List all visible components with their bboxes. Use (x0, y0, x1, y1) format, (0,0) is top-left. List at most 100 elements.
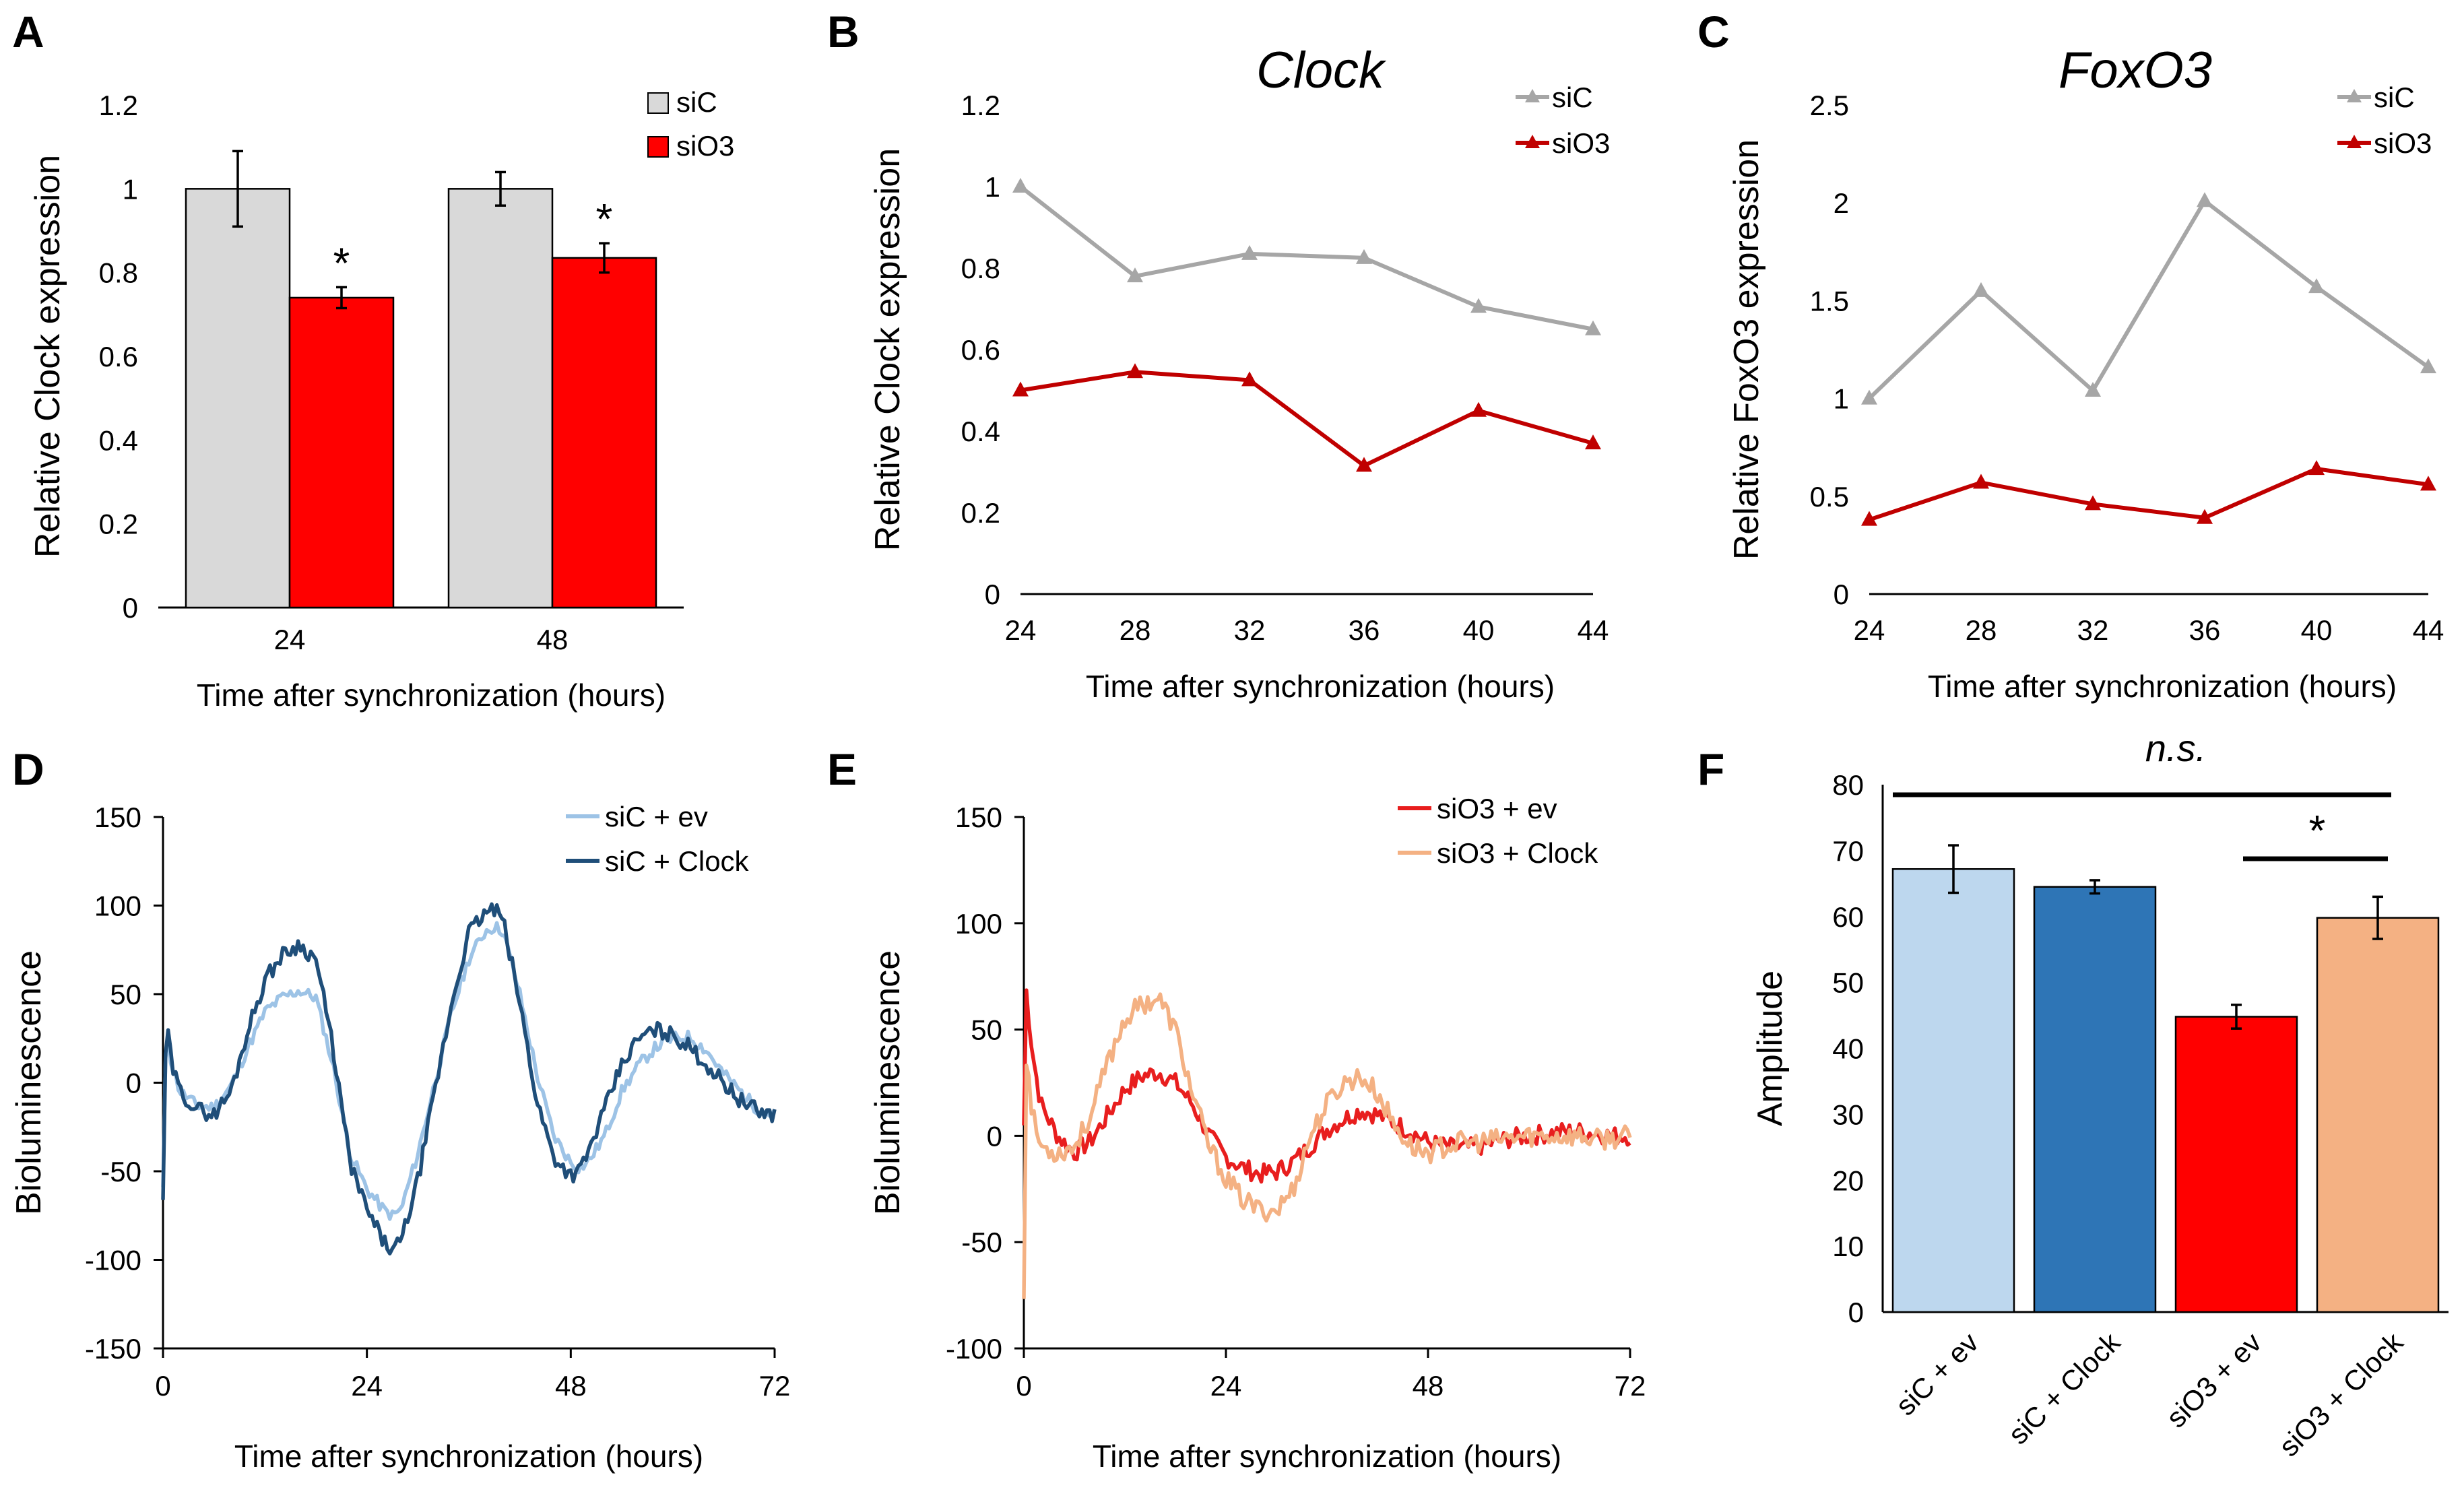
panel-a: 0 0.2 0.4 0.6 0.8 1 1.2 * 24 * 48 Time after synchr… (28, 86, 734, 713)
y-tick-label: 0.4 (99, 424, 138, 456)
series-line-siO3ev (1022, 988, 1631, 1184)
x-tick-label: 48 (537, 624, 569, 655)
x-tick-label: 28 (1966, 614, 1997, 646)
data-point-marker (1973, 282, 1989, 297)
y-tick-label: 0.5 (1810, 481, 1849, 513)
y-tick-label: 2 (1834, 187, 1849, 219)
data-point-marker (2420, 358, 2436, 374)
y-tick-label: 1 (123, 173, 138, 205)
x-tick-label: 24 (351, 1370, 383, 1402)
y-tick-label: -100 (946, 1333, 1002, 1365)
data-point-marker (2308, 278, 2325, 294)
x-tick-label: 48 (1413, 1370, 1444, 1402)
data-point-marker (1241, 244, 1258, 260)
bar-siCClock (2033, 886, 2157, 1313)
chart-title: FoxO3 (2058, 42, 2212, 99)
series-line-siO3 (1869, 467, 2429, 522)
bar-siC-24 (185, 188, 291, 609)
y-tick-label: 50 (1832, 967, 1864, 999)
data-point-marker (2420, 476, 2436, 491)
x-tick-label: 72 (759, 1370, 791, 1402)
series-line-siCClock (161, 902, 777, 1255)
bar-siCev (1891, 868, 2015, 1313)
y-axis-label: Relative Clock expression (28, 155, 67, 558)
y-tick-label: 2.5 (1810, 90, 1849, 121)
legend-marker (2347, 135, 2362, 148)
bar-siC-48 (447, 188, 554, 609)
y-tick-label: 50 (971, 1014, 1002, 1046)
y-tick-label: 0 (1848, 1297, 1864, 1328)
data-point-marker (1861, 511, 1877, 526)
y-tick-label: 100 (94, 890, 141, 922)
x-tick-label: 40 (1463, 614, 1495, 646)
y-tick-label: 0.4 (961, 416, 1000, 447)
y-tick-label: -50 (961, 1227, 1002, 1258)
series-line-siCev (161, 921, 777, 1221)
x-tick-label: 0 (155, 1370, 170, 1402)
data-point-marker (1973, 473, 1989, 489)
panel-letter-b: B (827, 7, 860, 57)
data-point-marker (2308, 460, 2325, 476)
series-line-siC (1019, 185, 1594, 331)
data-point-marker (1127, 363, 1143, 379)
x-axis-label: Time after synchronization (hours) (1928, 669, 2397, 704)
y-axis-label: Relative Clock expression (868, 148, 907, 551)
x-tick-label: 24 (1005, 614, 1037, 646)
y-tick-label: 0.8 (99, 257, 138, 289)
data-point-marker (2197, 192, 2213, 207)
significance-star: * (596, 195, 613, 243)
data-point-marker (1861, 389, 1877, 405)
data-point-marker (1585, 320, 1601, 335)
y-tick-label: 1.2 (99, 90, 138, 121)
y-tick-label: 70 (1832, 835, 1864, 867)
x-tick-label: 24 (1854, 614, 1885, 646)
y-tick-label: 80 (1832, 769, 1864, 801)
y-axis-label: Relative FoxO3 expression (1727, 139, 1766, 560)
y-tick-label: 150 (94, 802, 141, 833)
y-tick-label: 0 (985, 579, 1000, 610)
x-axis-label: Time after synchronization (hours) (1093, 1439, 1561, 1474)
x-tick-label: siC + Clock (2002, 1326, 2127, 1450)
y-tick-label: 1 (1834, 383, 1849, 415)
legend-label: siC + Clock (605, 845, 750, 877)
y-tick-label: 0.6 (961, 334, 1000, 366)
x-tick-label: 36 (1349, 614, 1380, 646)
x-axis-label: Time after synchronization (hours) (197, 678, 666, 713)
y-axis-label: Bioluminescence (868, 950, 907, 1215)
y-tick-label: -100 (85, 1245, 141, 1276)
panel-letter-d: D (12, 744, 44, 794)
y-tick-label: 0.8 (961, 253, 1000, 284)
legend-label: siO3 (1552, 127, 1610, 159)
x-tick-label: siO3 + Clock (2273, 1326, 2409, 1462)
y-tick-label: -50 (100, 1156, 141, 1187)
x-tick-label: 24 (274, 624, 306, 655)
legend-label: siC (1552, 81, 1593, 113)
bar-siO3-24 (288, 296, 395, 609)
panel-c: 0 0.5 1 1.5 2 2.5 24 28 32 36 40 44 FoxO3 Time after … (1727, 42, 2444, 704)
series-line-siC (1867, 197, 2430, 400)
x-tick-label: siC + ev (1889, 1326, 1984, 1421)
panel-f: 0 10 20 30 40 50 60 70 80 siC + ev siC + Clock siO3… (1751, 727, 2449, 1463)
bar-siO3Clock (2316, 917, 2440, 1313)
panel-d: -150 -100 -50 0 50 100 150 0 24 48 72 Time after sy… (9, 801, 790, 1474)
y-tick-label: 10 (1832, 1231, 1864, 1262)
y-tick-label: 50 (110, 979, 141, 1010)
panel-letter-e: E (827, 744, 857, 794)
y-tick-label: 1.2 (961, 90, 1000, 121)
y-tick-label: 150 (955, 802, 1002, 833)
legend-swatch (647, 136, 669, 158)
y-tick-label: 100 (955, 908, 1002, 940)
y-axis-label: Bioluminescence (9, 950, 48, 1215)
x-tick-label: 40 (2301, 614, 2333, 646)
y-tick-label: -150 (85, 1333, 141, 1365)
series-line-siO3Clock (1022, 992, 1632, 1299)
x-axis-label: Time after synchronization (hours) (234, 1439, 703, 1474)
panel-b: 0 0.2 0.4 0.6 0.8 1 1.2 24 28 32 36 40 44 Clock Time a… (868, 42, 1610, 704)
legend-marker (2347, 89, 2362, 102)
x-tick-label: 36 (2189, 614, 2221, 646)
x-tick-label: 32 (2077, 614, 2109, 646)
y-tick-label: 60 (1832, 901, 1864, 933)
chart-title: Clock (1256, 42, 1387, 99)
significance-label-star: * (2309, 806, 2326, 855)
x-tick-label: 44 (2413, 614, 2444, 646)
